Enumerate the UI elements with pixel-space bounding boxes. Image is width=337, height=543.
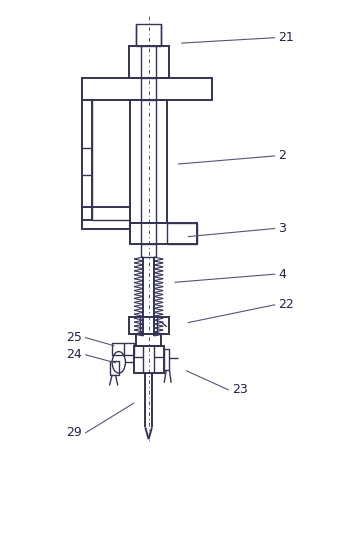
Bar (129, 317, 168, 334)
Bar (136, 24, 161, 46)
Text: 22: 22 (279, 298, 294, 311)
Bar (130, 99, 167, 223)
Text: 21: 21 (279, 31, 294, 44)
Bar (130, 223, 197, 244)
Bar (112, 343, 134, 355)
Bar (82, 207, 130, 229)
Bar (141, 78, 156, 99)
Bar (134, 346, 163, 373)
Text: 23: 23 (232, 383, 248, 396)
Text: 4: 4 (279, 268, 286, 281)
Text: 24: 24 (66, 348, 82, 361)
Bar (141, 244, 156, 257)
Bar (167, 223, 197, 244)
Text: 3: 3 (279, 222, 286, 235)
Bar (136, 334, 161, 346)
Bar (82, 99, 92, 220)
Bar (111, 361, 119, 375)
Bar (163, 349, 170, 370)
Text: 2: 2 (279, 149, 286, 162)
Text: 25: 25 (66, 331, 82, 344)
Bar (82, 78, 212, 99)
Text: 29: 29 (66, 426, 82, 439)
Bar (129, 46, 168, 78)
